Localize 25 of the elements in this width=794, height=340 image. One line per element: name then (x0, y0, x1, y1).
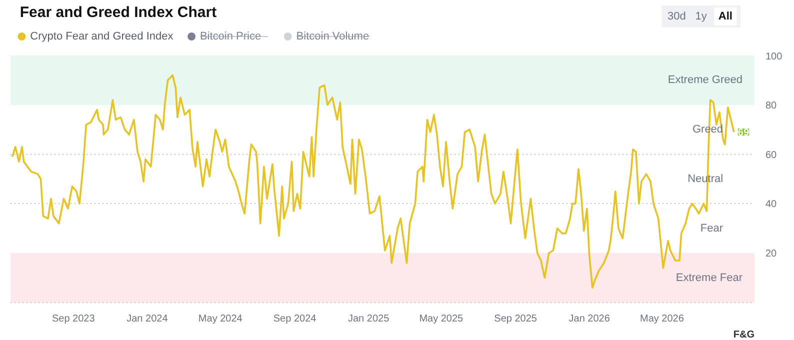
band-label: Extreme Fear (676, 272, 743, 284)
y-tick-label: 80 (766, 100, 778, 112)
text: All (718, 10, 732, 22)
text: 30d (668, 10, 686, 22)
text: F&G (733, 330, 755, 340)
x-tick-label: Sep 2023 (52, 314, 96, 324)
x-tick-label: May 2026 (640, 314, 684, 324)
x-tick-label: Sep 2025 (494, 314, 538, 324)
x-tick-label: Jan 2025 (348, 314, 390, 324)
y-tick-label: 40 (766, 199, 778, 210)
x-tick-label: May 2024 (198, 314, 243, 324)
legend-label: Bitcoin Volume (296, 30, 370, 42)
y-tick-label: 60 (766, 150, 778, 161)
x-tick-label: Jan 2026 (568, 314, 610, 324)
x-tick-label: Sep 2024 (273, 314, 317, 324)
x-tick-label: Jan 2024 (126, 314, 168, 324)
annotation: Fear (700, 222, 724, 234)
band-label: Extreme Greed (668, 74, 743, 86)
y-tick-label: 100 (766, 52, 783, 62)
x-tick-label: May 2025 (419, 314, 464, 324)
y-tick-label: 20 (766, 248, 778, 260)
legend-label: Crypto Fear and Greed Index (30, 30, 174, 42)
legend-label: Bitcoin Price (200, 30, 262, 42)
chart-title: Fear and Greed Index Chart (20, 4, 217, 21)
text: 1y (695, 10, 708, 22)
